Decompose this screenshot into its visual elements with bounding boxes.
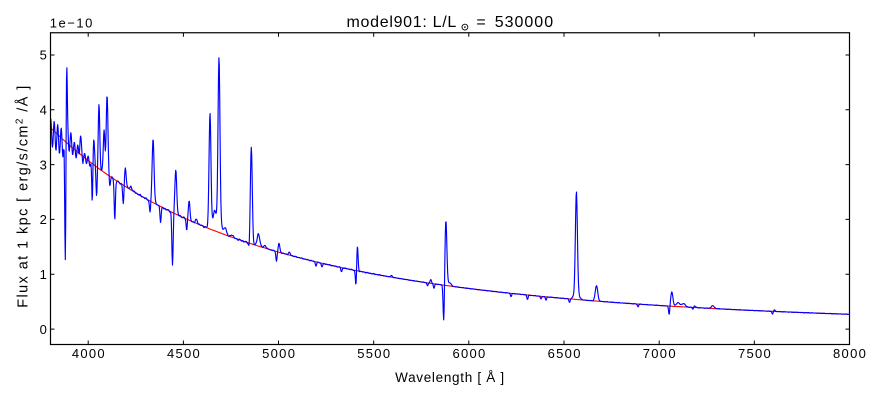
svg-text:5: 5 <box>40 48 47 63</box>
svg-text:4000: 4000 <box>72 346 106 361</box>
svg-text:5000: 5000 <box>262 346 296 361</box>
svg-text:530000: 530000 <box>495 14 554 31</box>
svg-text:Flux at 1 kpc [ erg/s/cm2 /Å ]: Flux at 1 kpc [ erg/s/cm2 /Å ] <box>15 84 32 307</box>
svg-text:0: 0 <box>40 322 47 337</box>
svg-text:=: = <box>476 14 485 31</box>
svg-text:1: 1 <box>40 267 47 282</box>
svg-text:2: 2 <box>40 212 47 227</box>
svg-text:8000: 8000 <box>833 346 867 361</box>
svg-text:5500: 5500 <box>357 346 391 361</box>
svg-text:6000: 6000 <box>452 346 486 361</box>
svg-text:4: 4 <box>40 103 47 118</box>
svg-text:7000: 7000 <box>643 346 677 361</box>
svg-text:6500: 6500 <box>548 346 582 361</box>
svg-text:3: 3 <box>40 157 47 172</box>
svg-text:7500: 7500 <box>738 346 772 361</box>
svg-text:4500: 4500 <box>167 346 201 361</box>
svg-text:Wavelength [ Å ]: Wavelength [ Å ] <box>395 370 505 385</box>
svg-text:1e−10: 1e−10 <box>50 15 94 30</box>
svg-text:model901: L/L: model901: L/L <box>347 14 458 31</box>
